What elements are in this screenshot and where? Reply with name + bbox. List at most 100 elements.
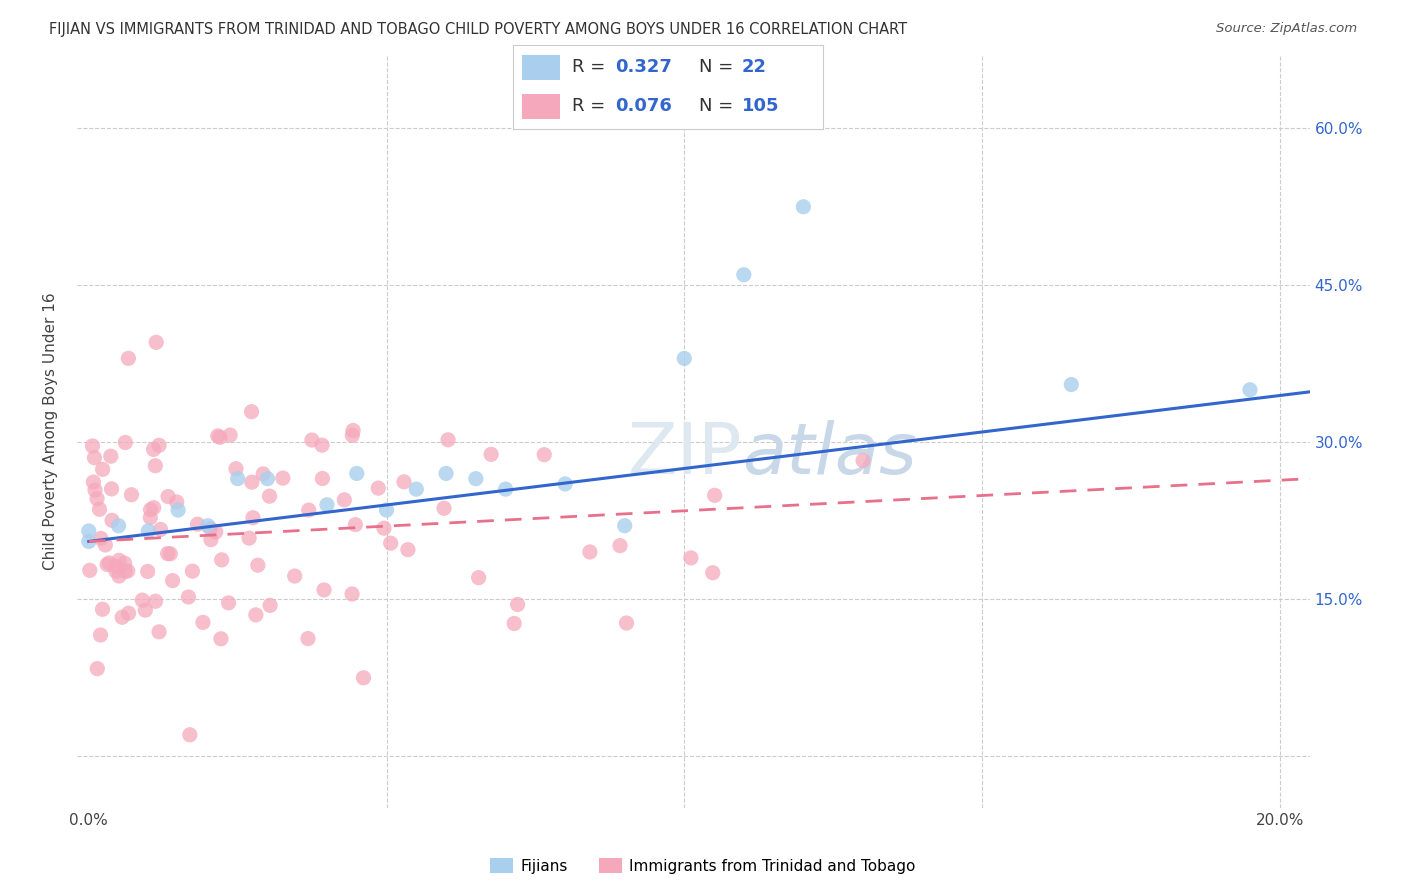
Point bbox=[167, 503, 190, 517]
Point bbox=[259, 599, 281, 613]
Text: atlas: atlas bbox=[742, 420, 917, 489]
Point bbox=[240, 475, 263, 490]
Point bbox=[117, 606, 139, 620]
Point bbox=[208, 430, 231, 444]
Point bbox=[1060, 377, 1083, 392]
Point bbox=[311, 438, 333, 452]
Text: N =: N = bbox=[699, 97, 738, 115]
Point bbox=[211, 553, 233, 567]
Point bbox=[187, 517, 209, 532]
Point bbox=[437, 433, 460, 447]
Point bbox=[297, 632, 319, 646]
Point bbox=[259, 489, 281, 503]
Point bbox=[101, 513, 124, 527]
Point bbox=[679, 550, 702, 565]
Point bbox=[111, 610, 134, 624]
Point bbox=[82, 439, 104, 453]
Point bbox=[117, 564, 139, 578]
Point bbox=[114, 565, 136, 579]
Point bbox=[1239, 383, 1261, 397]
Point bbox=[197, 518, 219, 533]
Point bbox=[100, 482, 122, 496]
Point bbox=[467, 571, 489, 585]
Point bbox=[204, 524, 226, 539]
Point bbox=[256, 472, 278, 486]
Point bbox=[246, 558, 269, 573]
Point bbox=[346, 467, 368, 481]
Point bbox=[142, 442, 165, 457]
Point bbox=[609, 539, 631, 553]
Point bbox=[207, 429, 229, 443]
Point bbox=[79, 563, 101, 577]
Point bbox=[396, 542, 419, 557]
Point bbox=[177, 590, 200, 604]
Point bbox=[104, 559, 127, 574]
Point bbox=[479, 447, 502, 461]
Point bbox=[107, 518, 129, 533]
Point bbox=[117, 351, 139, 366]
Text: 22: 22 bbox=[742, 59, 768, 77]
Point bbox=[852, 453, 875, 467]
Point bbox=[145, 335, 167, 350]
Text: 105: 105 bbox=[742, 97, 779, 115]
Point bbox=[367, 481, 389, 495]
Point bbox=[702, 566, 724, 580]
Point bbox=[219, 428, 242, 442]
Point bbox=[316, 498, 339, 512]
Point bbox=[136, 524, 159, 538]
Point bbox=[218, 596, 240, 610]
Point bbox=[342, 424, 364, 438]
Text: Source: ZipAtlas.com: Source: ZipAtlas.com bbox=[1216, 22, 1357, 36]
Point bbox=[145, 594, 167, 608]
Point bbox=[311, 471, 333, 485]
Point bbox=[136, 565, 159, 579]
Point bbox=[181, 564, 204, 578]
Point bbox=[108, 553, 131, 567]
Point bbox=[134, 603, 156, 617]
Point bbox=[733, 268, 755, 282]
Point bbox=[114, 556, 136, 570]
Point bbox=[86, 662, 108, 676]
Point bbox=[380, 536, 402, 550]
Point bbox=[298, 503, 321, 517]
Point bbox=[703, 488, 725, 502]
Point bbox=[209, 632, 232, 646]
Point bbox=[252, 467, 274, 481]
Point bbox=[82, 475, 104, 489]
Point bbox=[91, 602, 114, 616]
Point bbox=[166, 495, 188, 509]
Point bbox=[108, 569, 131, 583]
Point bbox=[77, 524, 100, 538]
Point bbox=[373, 521, 395, 535]
Point bbox=[84, 483, 107, 497]
Point bbox=[77, 534, 100, 549]
FancyBboxPatch shape bbox=[523, 54, 560, 80]
Point bbox=[100, 449, 122, 463]
FancyBboxPatch shape bbox=[523, 94, 560, 120]
Point bbox=[226, 472, 249, 486]
Legend: Fijians, Immigrants from Trinidad and Tobago: Fijians, Immigrants from Trinidad and To… bbox=[484, 852, 922, 880]
Text: N =: N = bbox=[699, 59, 738, 77]
Point bbox=[86, 491, 108, 506]
Point bbox=[342, 428, 364, 442]
Point bbox=[238, 531, 260, 545]
Point bbox=[131, 593, 153, 607]
Point bbox=[616, 615, 638, 630]
Point bbox=[673, 351, 696, 366]
Y-axis label: Child Poverty Among Boys Under 16: Child Poverty Among Boys Under 16 bbox=[44, 293, 58, 570]
Point bbox=[148, 624, 170, 639]
Text: FIJIAN VS IMMIGRANTS FROM TRINIDAD AND TOBAGO CHILD POVERTY AMONG BOYS UNDER 16 : FIJIAN VS IMMIGRANTS FROM TRINIDAD AND T… bbox=[49, 22, 907, 37]
Point bbox=[242, 510, 264, 524]
Point bbox=[157, 490, 180, 504]
Text: 0.327: 0.327 bbox=[616, 59, 672, 77]
Point bbox=[344, 517, 367, 532]
Point bbox=[245, 607, 267, 622]
Point bbox=[191, 615, 214, 630]
Point bbox=[333, 492, 356, 507]
Point bbox=[162, 574, 184, 588]
Point bbox=[149, 523, 172, 537]
Point bbox=[96, 558, 118, 572]
Text: 0.076: 0.076 bbox=[616, 97, 672, 115]
Point bbox=[271, 471, 294, 485]
Point bbox=[613, 518, 636, 533]
